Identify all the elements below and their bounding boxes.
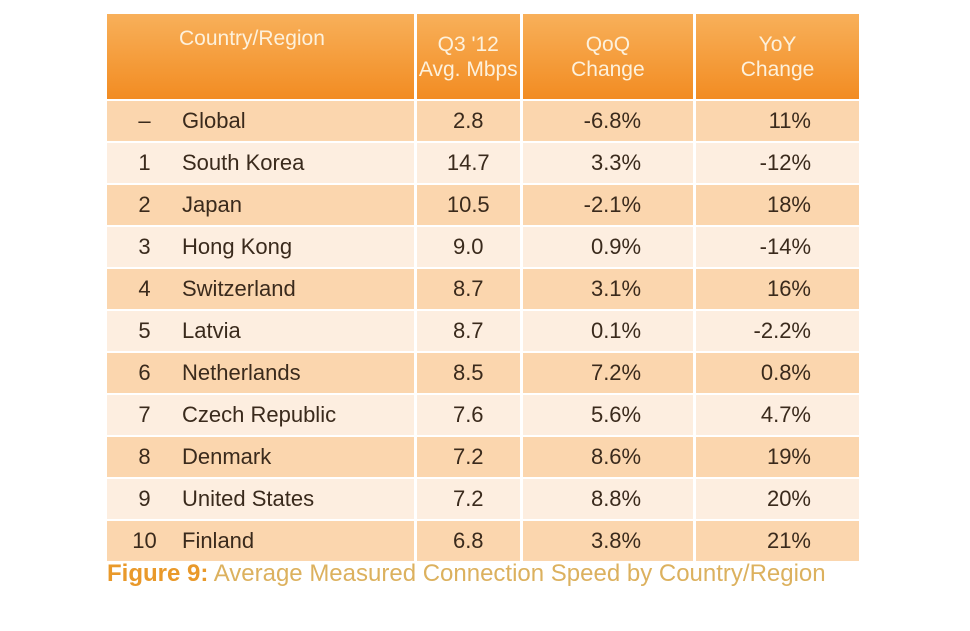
table-row: 7 Czech Republic 7.6 5.6% 4.7% xyxy=(107,393,859,436)
country-cell: 8 Denmark xyxy=(107,435,416,478)
speed-cell: 2.8 xyxy=(413,99,522,142)
country-name: Czech Republic xyxy=(182,402,337,427)
table-row: 3 Hong Kong 9.0 0.9% -14% xyxy=(107,225,859,268)
rank: 1 xyxy=(138,150,151,175)
country-name: Denmark xyxy=(182,444,272,469)
table-row: 1 South Korea 14.7 3.3% -12% xyxy=(107,141,859,184)
rank: 5 xyxy=(138,318,151,343)
country-cell: 3 Hong Kong xyxy=(107,225,416,268)
table-row: 2 Japan 10.5 -2.1% 18% xyxy=(107,183,859,226)
header-qoq: QoQ Change xyxy=(519,14,695,100)
yoy-cell: 21% xyxy=(693,519,859,561)
connection-speed-table: Country/Region Q3 '12 Avg. Mbps QoQ Change… xyxy=(107,14,859,561)
country-cell: 1 South Korea xyxy=(107,141,416,184)
rank: 8 xyxy=(138,444,151,469)
speed-cell: 10.5 xyxy=(413,183,522,226)
speed-cell: 14.7 xyxy=(413,141,522,184)
yoy-cell: 16% xyxy=(693,267,859,310)
table-row: 4 Switzerland 8.7 3.1% 16% xyxy=(107,267,859,310)
country-cell: 7 Czech Republic xyxy=(107,393,416,436)
table-row: 6 Netherlands 8.5 7.2% 0.8% xyxy=(107,351,859,394)
figure-title: Average Measured Connection Speed by Cou… xyxy=(208,560,826,587)
qoq-cell: 8.8% xyxy=(519,477,695,520)
rank: – xyxy=(138,108,151,133)
rank: 9 xyxy=(138,486,151,511)
yoy-cell: -14% xyxy=(693,225,859,268)
qoq-cell: 5.6% xyxy=(519,393,695,436)
speed-cell: 6.8 xyxy=(413,519,522,561)
rank: 7 xyxy=(138,402,151,427)
yoy-cell: 20% xyxy=(693,477,859,520)
speed-cell: 7.2 xyxy=(413,435,522,478)
qoq-cell: 3.8% xyxy=(519,519,695,561)
country-cell: 9 United States xyxy=(107,477,416,520)
country-cell: 5 Latvia xyxy=(107,309,416,352)
speed-cell: 8.7 xyxy=(413,309,522,352)
qoq-cell: -2.1% xyxy=(519,183,695,226)
table-row: 5 Latvia 8.7 0.1% -2.2% xyxy=(107,309,859,352)
yoy-cell: 4.7% xyxy=(693,393,859,436)
qoq-cell: 3.1% xyxy=(519,267,695,310)
figure-label: Figure 9: xyxy=(107,560,209,587)
table-row: 9 United States 7.2 8.8% 20% xyxy=(107,477,859,520)
rank: 6 xyxy=(138,360,151,385)
speed-cell: 8.7 xyxy=(413,267,522,310)
qoq-cell: 8.6% xyxy=(519,435,695,478)
qoq-cell: 7.2% xyxy=(519,351,695,394)
country-name: Netherlands xyxy=(182,360,301,385)
speed-cell: 9.0 xyxy=(413,225,522,268)
speed-cell: 7.6 xyxy=(413,393,522,436)
qoq-cell: -6.8% xyxy=(519,99,695,142)
table-row: 10 Finland 6.8 3.8% 21% xyxy=(107,519,859,561)
speed-cell: 7.2 xyxy=(413,477,522,520)
country-name: South Korea xyxy=(182,150,305,175)
yoy-cell: -2.2% xyxy=(693,309,859,352)
header-yoy: YoY Change xyxy=(693,14,859,100)
rank: 4 xyxy=(138,276,151,301)
country-name: Latvia xyxy=(182,318,241,343)
yoy-cell: 18% xyxy=(693,183,859,226)
qoq-cell: 0.9% xyxy=(519,225,695,268)
country-cell: – Global xyxy=(107,99,416,142)
yoy-cell: 0.8% xyxy=(693,351,859,394)
yoy-cell: 11% xyxy=(693,99,859,142)
country-cell: 2 Japan xyxy=(107,183,416,226)
country-name: United States xyxy=(182,486,315,511)
yoy-cell: -12% xyxy=(693,141,859,184)
header-speed: Q3 '12 Avg. Mbps xyxy=(413,14,522,100)
figure-caption: Figure 9: Average Measured Connection Sp… xyxy=(107,560,826,588)
yoy-cell: 19% xyxy=(693,435,859,478)
header-country: Country/Region xyxy=(107,14,416,100)
rank: 3 xyxy=(138,234,151,259)
country-name: Hong Kong xyxy=(182,234,293,259)
table-row: – Global 2.8 -6.8% 11% xyxy=(107,99,859,142)
country-name: Global xyxy=(182,108,246,133)
country-name: Switzerland xyxy=(182,276,296,301)
speed-cell: 8.5 xyxy=(413,351,522,394)
qoq-cell: 0.1% xyxy=(519,309,695,352)
header-row: Country/Region Q3 '12 Avg. Mbps QoQ Change… xyxy=(107,14,859,100)
country-cell: 4 Switzerland xyxy=(107,267,416,310)
table-row: 8 Denmark 7.2 8.6% 19% xyxy=(107,435,859,478)
rank: 10 xyxy=(132,528,157,553)
country-cell: 10 Finland xyxy=(107,519,416,561)
country-cell: 6 Netherlands xyxy=(107,351,416,394)
rank: 2 xyxy=(138,192,151,217)
country-name: Japan xyxy=(182,192,242,217)
country-name: Finland xyxy=(182,528,255,553)
qoq-cell: 3.3% xyxy=(519,141,695,184)
